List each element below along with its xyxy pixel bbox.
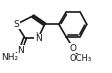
Text: NH₂: NH₂ xyxy=(1,53,18,62)
Text: N: N xyxy=(17,46,24,55)
Text: OCH₃: OCH₃ xyxy=(69,54,90,63)
Text: N: N xyxy=(34,34,41,43)
Text: S: S xyxy=(13,20,19,29)
Text: H: H xyxy=(35,32,41,38)
Text: O: O xyxy=(69,44,76,53)
